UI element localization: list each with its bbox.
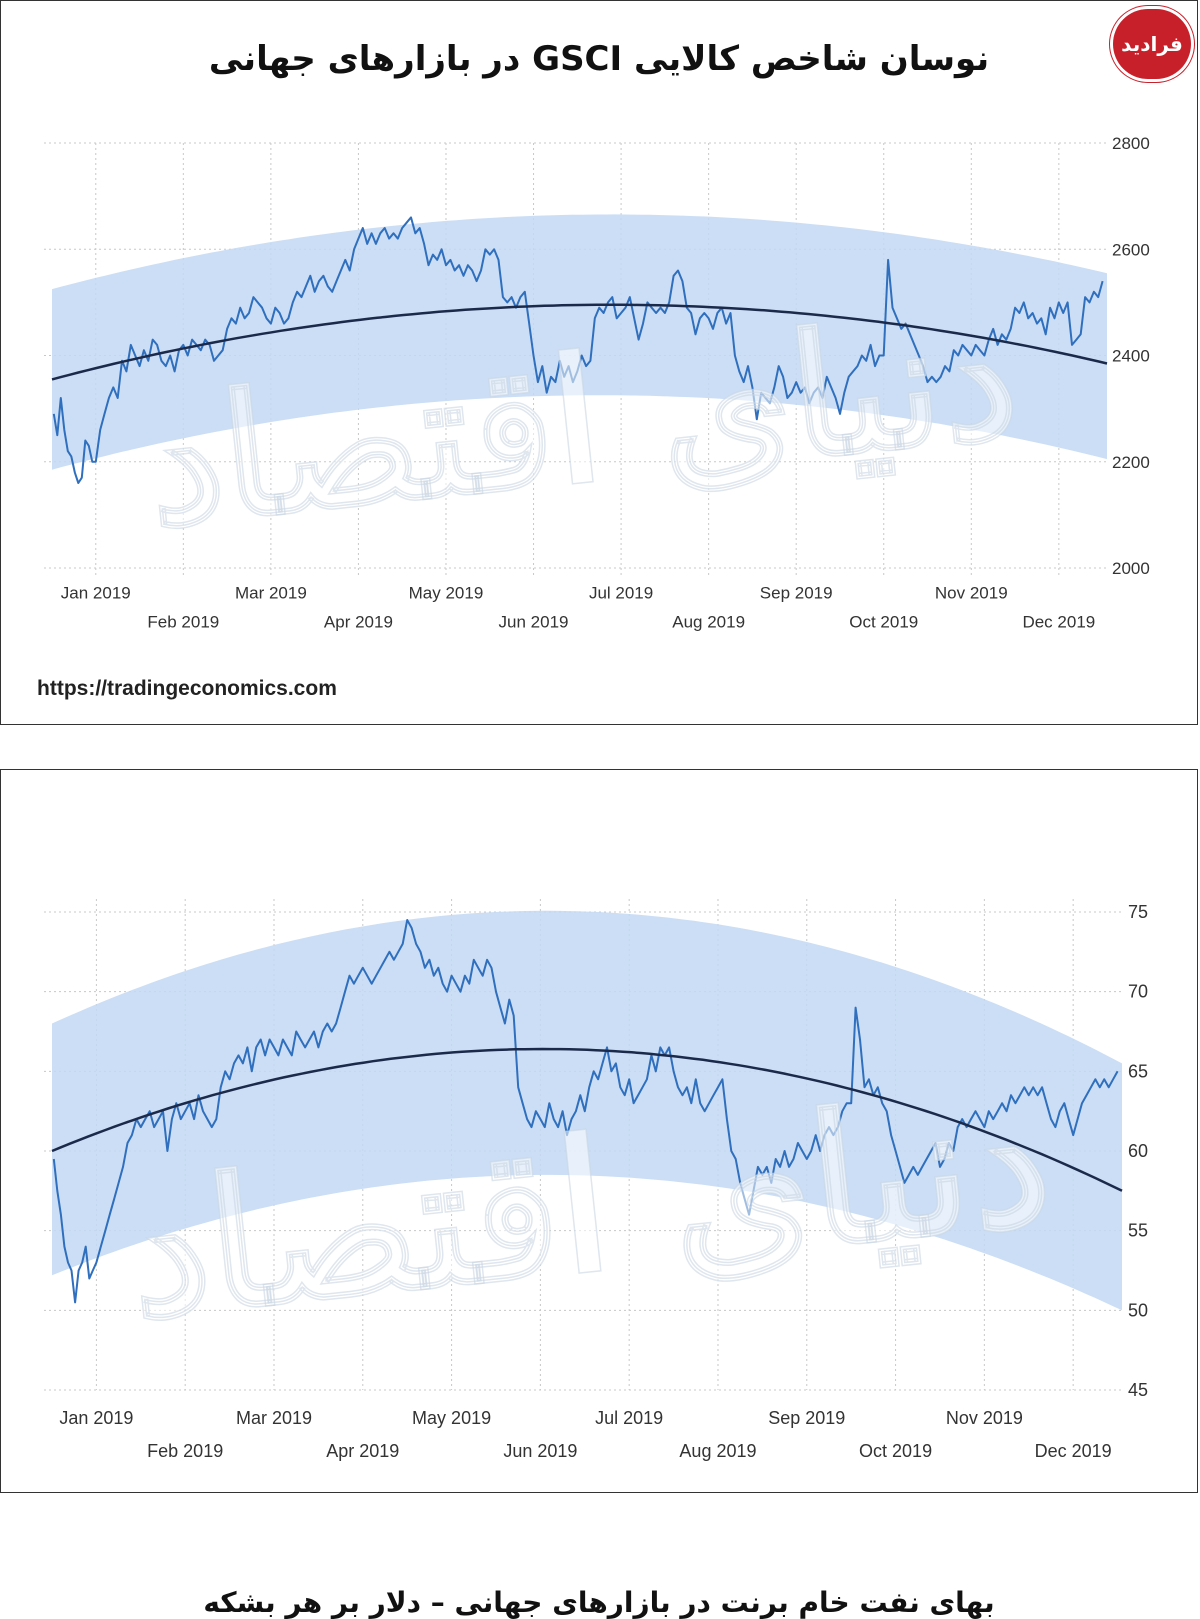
x-tick-label: Apr 2019 (326, 1441, 399, 1461)
y-tick-label: 75 (1128, 902, 1148, 922)
y-tick-label: 2400 (1112, 347, 1150, 366)
x-tick-label: Mar 2019 (236, 1408, 312, 1428)
trend-curve (51, 303, 1108, 381)
series-line-gsci (52, 216, 1104, 484)
x-tick-label: Nov 2019 (946, 1408, 1023, 1428)
logo: فرادید (1113, 9, 1191, 79)
y-tick-label: 2200 (1112, 453, 1150, 472)
x-tick-label: Oct 2019 (849, 613, 918, 632)
trend-curve (51, 1047, 1123, 1192)
x-tick-label: Apr 2019 (324, 613, 393, 632)
x-tick-label: Jun 2019 (499, 613, 569, 632)
x-tick-label: Sep 2019 (760, 584, 833, 603)
x-tick-label: Feb 2019 (147, 613, 219, 632)
x-tick-label: Jan 2019 (59, 1408, 133, 1428)
x-tick-label: Dec 2019 (1035, 1441, 1112, 1461)
regression-band (52, 214, 1107, 470)
source-link[interactable]: https://tradingeconomics.com (37, 677, 337, 700)
x-tick-label: Mar 2019 (235, 584, 307, 603)
x-tick-label: Dec 2019 (1022, 613, 1095, 632)
y-tick-label: 2600 (1112, 240, 1150, 259)
x-tick-label: Jan 2019 (61, 584, 131, 603)
x-tick-label: Aug 2019 (679, 1441, 756, 1461)
x-tick-label: May 2019 (409, 584, 484, 603)
chart-title: بهای نفت خام برنت در بازارهای جهانی – دل… (203, 1586, 995, 1619)
y-tick-label: 70 (1128, 982, 1148, 1002)
x-tick-label: Oct 2019 (859, 1441, 932, 1461)
chart-title: نوسان شاخص کالایی GSCI در بازارهای جهانی (208, 39, 990, 79)
x-tick-label: Jul 2019 (595, 1408, 663, 1428)
y-tick-label: 45 (1128, 1380, 1148, 1400)
series-line-brent (52, 919, 1119, 1304)
x-tick-label: Jun 2019 (503, 1441, 577, 1461)
y-tick-label: 65 (1128, 1061, 1148, 1081)
y-tick-label: 2000 (1112, 559, 1150, 578)
y-tick-label: 50 (1128, 1300, 1148, 1320)
y-tick-label: 55 (1128, 1221, 1148, 1241)
x-tick-label: Jul 2019 (589, 584, 653, 603)
x-tick-label: Feb 2019 (147, 1441, 223, 1461)
x-tick-label: May 2019 (412, 1408, 491, 1428)
y-tick-label: 2800 (1112, 134, 1150, 153)
x-tick-label: Nov 2019 (935, 584, 1008, 603)
x-tick-label: Aug 2019 (672, 613, 745, 632)
y-tick-label: 60 (1128, 1141, 1148, 1161)
x-tick-label: Sep 2019 (768, 1408, 845, 1428)
